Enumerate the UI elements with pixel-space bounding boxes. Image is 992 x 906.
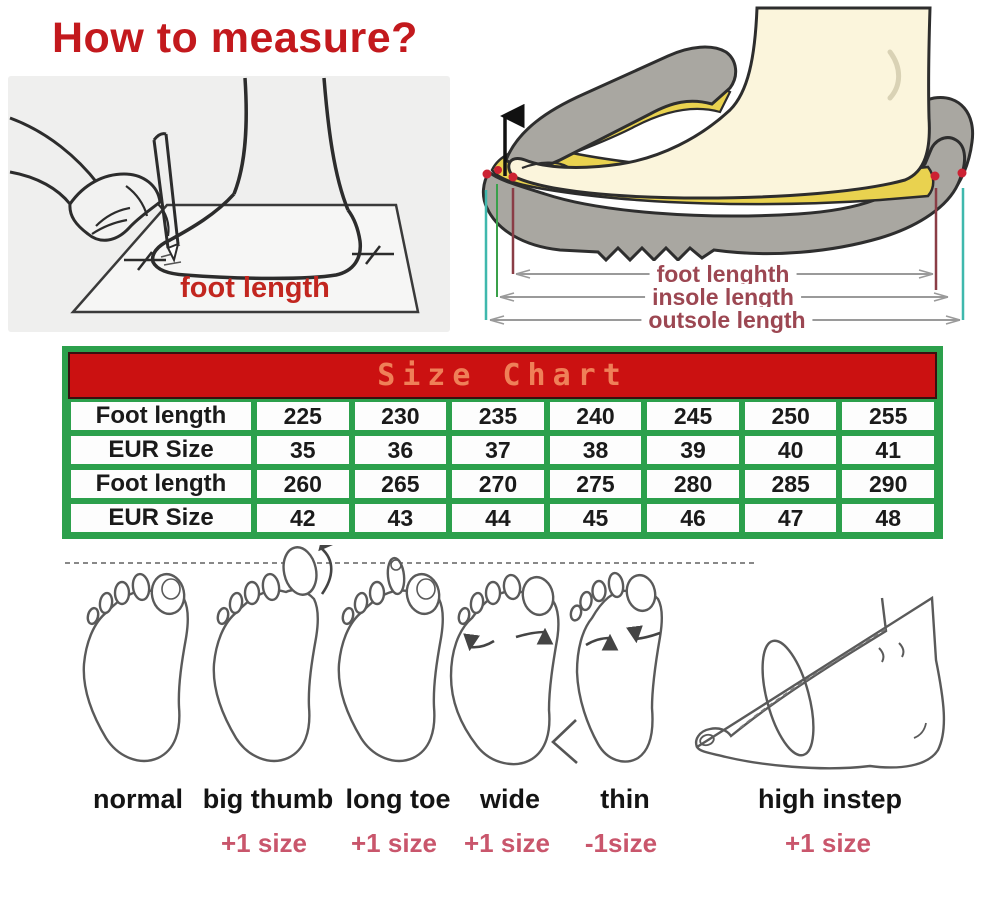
size-chart-title: Size Chart [68, 352, 937, 399]
foot-type-label-wide: wide [479, 784, 541, 814]
foot-type-label-normal: normal [92, 784, 184, 814]
foot-types-drawing [65, 545, 946, 770]
table-cell: 42 [254, 501, 352, 535]
foot-type-label-high-instep: high instep [758, 784, 902, 814]
table-cell: 35 [254, 433, 352, 467]
row-label: Foot length [68, 467, 254, 501]
table-cell: 235 [449, 399, 547, 433]
table-cell: 44 [449, 501, 547, 535]
table-cell: 45 [546, 501, 645, 535]
table-cell: 47 [741, 501, 840, 535]
table-cell: 280 [644, 467, 742, 501]
foot-type-label-thin: thin [600, 784, 650, 814]
table-cell: 41 [839, 433, 937, 467]
table-cell: 240 [546, 399, 645, 433]
size-chart-table: Size Chart Foot length 225 230 235 240 2… [62, 346, 943, 539]
insole-length-measure-label: insole length [645, 284, 801, 311]
size-adjustment-high-instep: +1 size [784, 828, 872, 858]
table-cell: 275 [546, 467, 645, 501]
foot-type-label-big-thumb: big thumb [202, 784, 334, 814]
table-cell: 270 [449, 467, 547, 501]
table-cell: 250 [741, 399, 840, 433]
size-adjustment-thin: -1size [584, 828, 658, 858]
foot-length-measure-label: foot lenghth [649, 261, 797, 288]
table-cell: 36 [351, 433, 450, 467]
size-adjustment-long-toe: +1 size [350, 828, 438, 858]
table-cell: 37 [449, 433, 547, 467]
table-cell: 260 [254, 467, 352, 501]
size-chart-grid: Foot length 225 230 235 240 245 250 255 … [68, 399, 937, 535]
row-label: EUR Size [68, 501, 254, 535]
table-cell: 285 [741, 467, 840, 501]
table-cell: 38 [546, 433, 645, 467]
page-title: How to measure? [52, 14, 418, 62]
row-label: Foot length [68, 399, 254, 433]
size-adjustment-big-thumb: +1 size [220, 828, 308, 858]
outsole-length-measure-label: outsole length [641, 307, 813, 334]
table-cell: 40 [741, 433, 840, 467]
size-adjustment-wide: +1 size [463, 828, 551, 858]
table-cell: 245 [644, 399, 742, 433]
table-cell: 225 [254, 399, 352, 433]
table-cell: 255 [839, 399, 937, 433]
foot-tracing-drawing [9, 77, 420, 314]
row-label: EUR Size [68, 433, 254, 467]
table-cell: 39 [644, 433, 742, 467]
shoe-cross-section-drawing [481, 6, 975, 325]
foot-length-caption: foot length [180, 272, 330, 304]
foot-type-label-long-toe: long toe [345, 784, 451, 814]
shoe-cross-section-illustration: foot lenghth insole length outsole lengt… [480, 0, 992, 345]
table-cell: 48 [839, 501, 937, 535]
table-cell: 230 [351, 399, 450, 433]
table-cell: 46 [644, 501, 742, 535]
table-cell: 290 [839, 467, 937, 501]
foot-tracing-illustration: foot length [8, 76, 450, 332]
table-cell: 265 [351, 467, 450, 501]
table-cell: 43 [351, 501, 450, 535]
foot-types-section: normal big thumb long toe wide thin high… [0, 545, 992, 906]
